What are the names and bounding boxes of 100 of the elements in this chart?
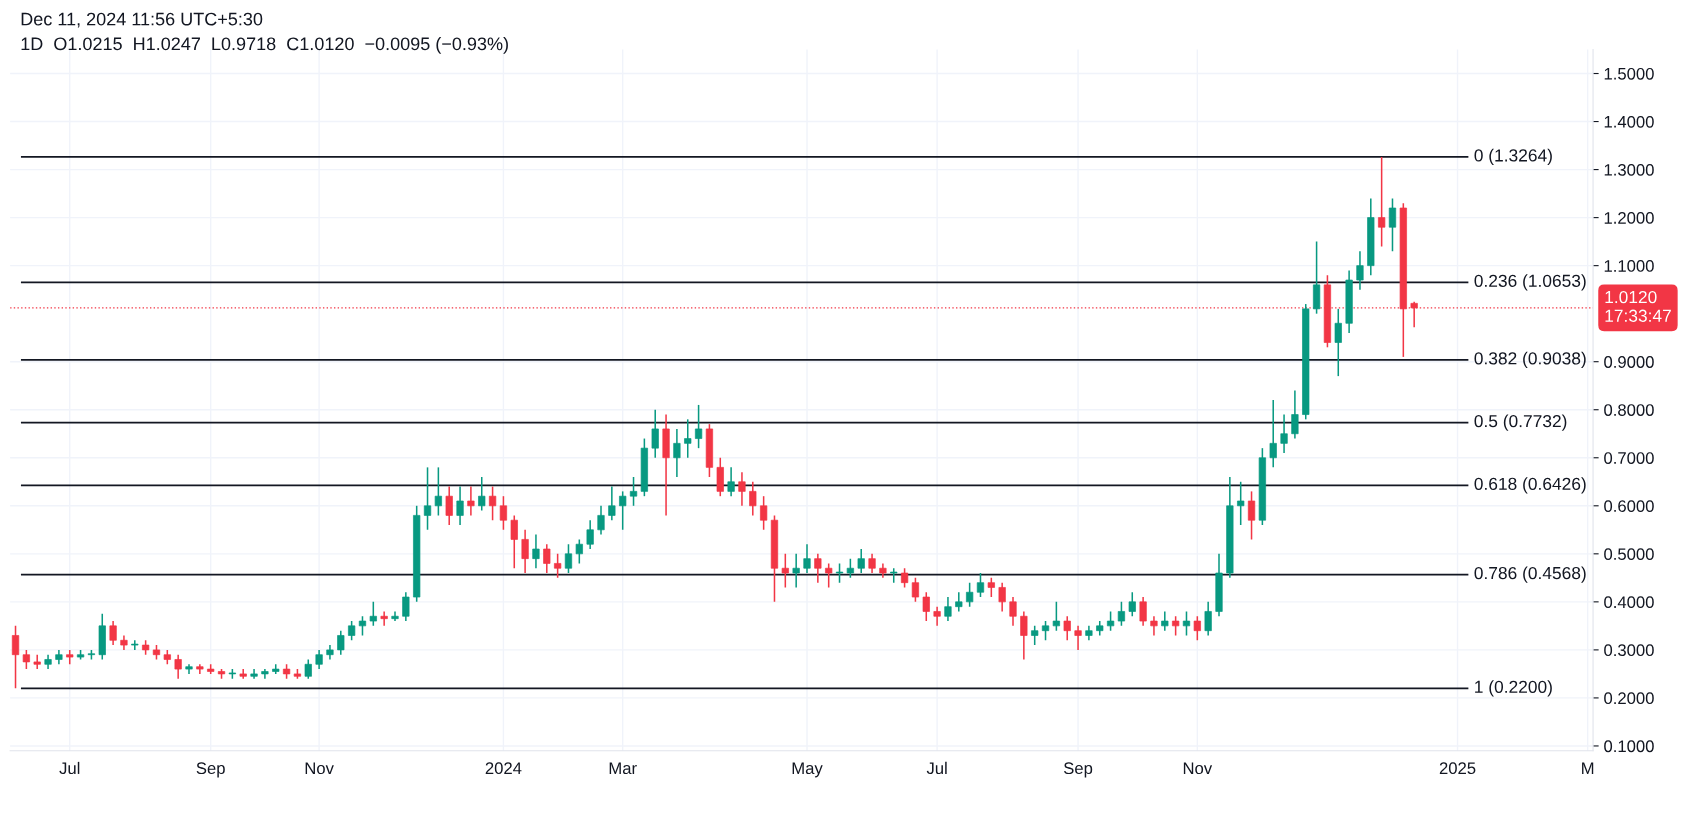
candlestick [131,639,139,651]
candlestick [727,466,735,497]
candlestick [1106,610,1115,632]
y-tick-label: 0.9000 [1604,356,1654,368]
candlestick [478,476,486,512]
candlestick [1074,625,1082,651]
candlestick [315,649,323,670]
candlestick [846,557,854,579]
candlestick [966,581,974,608]
candlestick [1150,615,1158,637]
candlestick [987,577,995,598]
candlestick [1161,610,1169,632]
ref-line-label: 0.5 (0.7732) [1474,414,1567,431]
candlestick [1378,156,1386,248]
ref-line-label: 0.786 (0.4568) [1474,566,1586,583]
chart-title: Dec 11, 2024 11:56 UTC+5:30 [21,12,263,28]
candlestick [1247,490,1256,541]
candlestick [33,653,41,670]
candlestick [1063,615,1071,642]
candlestick [488,485,497,521]
x-tick-label: 2025 [1439,762,1476,775]
candlestick [1334,308,1342,377]
candlestick [554,553,562,579]
candlestick [955,591,963,613]
candlestick [825,562,833,589]
ref-line-label: 0.236 (1.0653) [1474,274,1586,291]
candlestick [814,553,822,584]
candlestick [749,481,757,517]
y-tick-label: 1.2000 [1604,212,1654,224]
y-tick-label: 1.1000 [1604,260,1654,272]
candlestick [608,485,616,521]
x-tick-label: Nov [305,762,334,775]
candlestick [543,543,551,574]
candlestick [738,471,746,507]
candlestick [22,649,30,670]
candlestick [467,485,475,517]
candlestick [933,605,941,627]
y-tick-label: 0.5000 [1604,548,1654,561]
candlestick [1009,596,1017,627]
candlestick [1041,620,1050,642]
candlestick [835,562,844,584]
y-tick-label: 1.5000 [1604,67,1654,80]
candlestick [521,529,529,574]
candlestick [174,653,182,680]
candlestick [510,514,518,569]
candlestick [499,495,508,531]
candlestick [1031,625,1039,646]
candlestick [781,553,789,589]
ref-line-label: 0.382 (0.9038) [1474,351,1586,368]
ref-line-label: 1 (0.2200) [1475,680,1552,697]
y-tick-label: 0.6000 [1604,500,1654,512]
y-tick-label: 0.8000 [1604,404,1654,416]
candlestick [391,610,399,622]
x-tick-label: Jul [59,761,80,775]
candlestick [456,485,464,526]
candlestick [1280,413,1288,454]
candlestick [803,543,811,574]
candlestick [673,428,681,478]
candlestick [380,610,388,627]
candlestick [1020,610,1028,661]
candlestick [1291,389,1299,440]
candlestick [911,577,920,603]
y-tick-label: 0.7000 [1604,452,1654,464]
y-tick-label: 0.1000 [1604,740,1654,753]
candlestick [1269,399,1277,469]
candlestick [586,519,594,550]
candlestick [1237,481,1245,526]
x-tick-label: 2024 [485,762,522,775]
candlestick [1204,601,1212,637]
y-tick-label: 0.3000 [1604,644,1654,657]
candlestick [1356,250,1364,291]
candlestick [11,625,20,690]
candlestick [792,553,800,589]
candlestick [337,629,345,656]
candlestick [1172,615,1180,637]
candlestick [998,581,1006,613]
candlestick [369,601,377,627]
candlestick [1193,615,1201,642]
candlestick [423,466,432,531]
candlestick [1139,596,1147,627]
candlestick [109,620,117,646]
x-tick-label: Sep [196,762,225,778]
y-tick-label: 0.2000 [1604,692,1654,705]
x-tick-label: Mar [609,762,637,775]
candlestick [597,505,605,536]
ref-line-label: 1.0120 17:33:47 [1605,290,1671,322]
candlestick [1388,197,1397,252]
candlestick [944,596,952,622]
y-tick-label: 1.3000 [1604,163,1654,176]
ref-line-label: 0 (1.3264) [1474,148,1552,165]
ref-line-label: 0.618 (0.6426) [1474,477,1586,494]
candlestick [445,485,453,526]
candlestick [1117,601,1126,627]
x-tick-label: M [1582,762,1594,774]
candlestick [684,418,692,459]
candlestick [532,533,540,569]
x-tick-label: Sep [1063,762,1093,778]
candlestick [434,466,442,517]
candlestick [900,567,909,589]
candlestick [890,567,898,584]
